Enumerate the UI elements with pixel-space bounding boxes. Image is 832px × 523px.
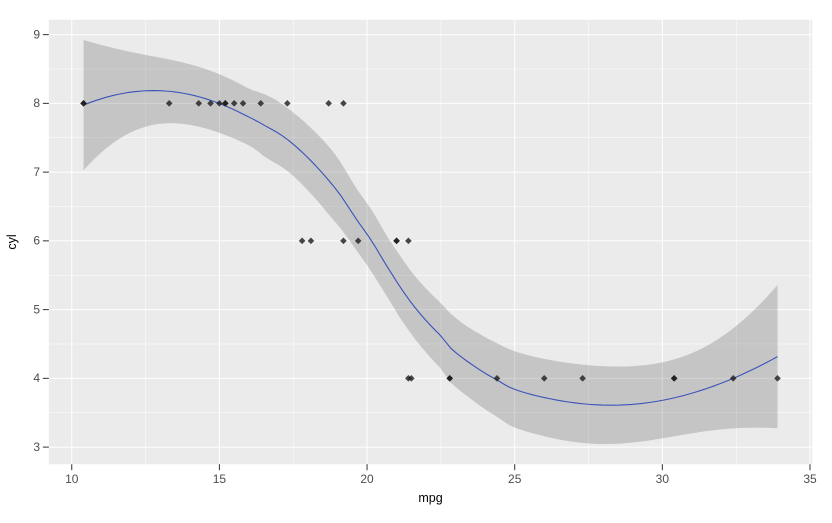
svg-text:5: 5 [33,302,40,316]
svg-text:10: 10 [65,472,79,486]
svg-text:9: 9 [33,27,40,41]
svg-text:15: 15 [213,472,227,486]
svg-text:cyl: cyl [5,234,19,249]
svg-text:30: 30 [656,472,670,486]
svg-text:6: 6 [33,234,40,248]
svg-text:35: 35 [803,472,817,486]
svg-text:3: 3 [33,440,40,454]
svg-text:25: 25 [508,472,522,486]
svg-text:4: 4 [33,371,40,385]
svg-text:mpg: mpg [418,491,442,505]
svg-text:7: 7 [33,165,40,179]
svg-text:8: 8 [33,96,40,110]
svg-text:20: 20 [360,472,374,486]
